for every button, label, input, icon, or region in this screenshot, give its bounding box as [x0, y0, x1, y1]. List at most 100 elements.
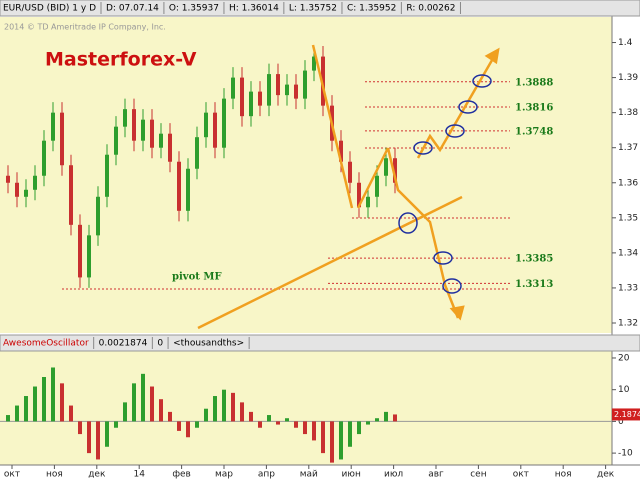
oscillator-bar [186, 421, 190, 438]
annotations [197, 44, 500, 330]
y-tick-label: 1.37 [618, 143, 638, 153]
candle-body [285, 84, 289, 96]
x-tick-label: сен [470, 470, 486, 480]
oscillator-bar [258, 421, 262, 428]
candle-body [195, 137, 199, 169]
header-field: AwesomeOscillator [3, 339, 89, 349]
oscillator-bar [303, 421, 307, 435]
candle-body [231, 77, 235, 99]
oscillator-bar [285, 418, 289, 422]
header-bar [0, 0, 640, 17]
oscillator-bar [168, 411, 172, 422]
oscillator-bar [33, 386, 37, 422]
header-field: R: 0.00262 [406, 4, 455, 14]
candle-body [384, 158, 388, 176]
header-field: C: 1.35952 [347, 4, 396, 14]
oscillator-bar [15, 405, 19, 422]
last-value-label: 2.1874 [614, 410, 640, 419]
header-field: EUR/USD (BID) 1 y D [3, 4, 96, 14]
forecast-arrow [386, 147, 460, 319]
oscillator-bar [375, 418, 379, 422]
candle-body [366, 196, 370, 208]
level-label: 1.3385 [515, 254, 553, 265]
y-tick-label: 1.38 [618, 108, 638, 118]
candle-body [258, 91, 262, 106]
header-field: O: 1.35937 [169, 4, 219, 14]
level-label: 1.3816 [515, 103, 553, 114]
oscillator-bar [321, 421, 325, 454]
header-field: H: 1.36014 [229, 4, 279, 14]
oscillator-bar [69, 405, 73, 422]
candle-body [96, 196, 100, 236]
oscillator-bar [87, 421, 91, 454]
oscillator-bar [150, 386, 154, 422]
y-tick-label: 1.36 [618, 178, 638, 188]
candle-body [177, 161, 181, 211]
y-tick-label: -10 [618, 449, 633, 459]
x-tick-label: дек [597, 470, 615, 480]
candle-body [6, 175, 10, 183]
x-tick-label: авг [428, 470, 444, 480]
marker [398, 212, 418, 234]
oscillator-bar [123, 402, 127, 422]
candle-body [114, 126, 118, 155]
x-tick-label: окт [513, 470, 529, 480]
candle-body [33, 175, 37, 190]
candle-body [249, 91, 253, 117]
y-tick-label: 1.39 [618, 73, 638, 83]
copyright: 2014 © TD Ameritrade IP Company, Inc. [4, 23, 166, 32]
marker [458, 100, 478, 114]
candle-body [294, 84, 298, 99]
y-tick-label: 1.32 [618, 318, 638, 328]
oscillator-bar [330, 421, 334, 463]
oscillator-bar [357, 421, 361, 435]
header-field: L: 1.35752 [289, 4, 337, 14]
candle-body [204, 112, 208, 138]
candle-body [357, 182, 361, 208]
marker [413, 141, 433, 155]
candle-body [123, 109, 127, 127]
oscillator-bar [105, 421, 109, 447]
candle-body [375, 175, 379, 197]
marker [433, 251, 453, 265]
header-bar [0, 334, 640, 352]
level-label: 1.3748 [515, 126, 553, 137]
candle-body [393, 158, 397, 183]
trend-line [197, 195, 463, 330]
candle-body [339, 140, 343, 162]
oscillator-bar [231, 392, 235, 422]
x-tick-label: 14 [133, 470, 145, 480]
header-field: 0 [157, 339, 163, 349]
x-tick-label: дек [88, 470, 106, 480]
oscillator-bar [141, 373, 145, 422]
oscillator-bar [177, 421, 181, 431]
candle-body [276, 74, 280, 96]
candle-body [141, 119, 145, 141]
oscillator-bar [6, 415, 10, 422]
candle-body [69, 165, 73, 225]
candle-body [240, 77, 244, 117]
x-tick-label: июн [342, 470, 361, 480]
oscillator-bar [42, 377, 46, 422]
oscillator-bar [159, 399, 163, 422]
header-field: 0.0021874 [99, 339, 148, 349]
oscillator-bar [393, 414, 397, 422]
candle-body [24, 189, 28, 197]
oscillator-bar [339, 421, 343, 460]
x-tick-label: июл [384, 470, 403, 480]
oscillator-bar [204, 408, 208, 422]
candle-body [78, 224, 82, 278]
y-tick-label: 10 [618, 385, 630, 395]
candle-body [42, 140, 46, 176]
oscillator-bar [249, 411, 253, 422]
level-label: 1.3888 [515, 77, 553, 88]
y-tick-label: 1.33 [618, 283, 638, 293]
candle-body [303, 70, 307, 99]
x-tick-label: фев [172, 470, 191, 480]
trend-line [356, 147, 390, 209]
candle-body [213, 112, 217, 148]
candle-body [348, 161, 352, 183]
chart-title: Masterforex-V [45, 49, 197, 71]
x-tick-label: ноя [555, 470, 572, 480]
